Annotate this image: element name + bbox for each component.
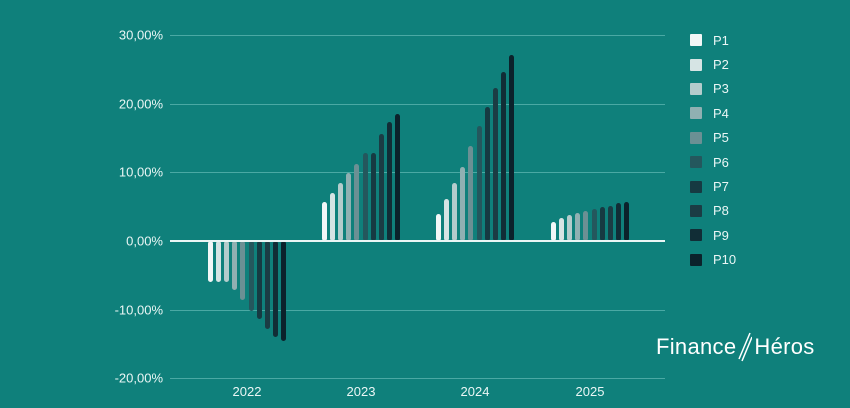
bar-p3-2024 (452, 183, 457, 241)
legend-label: P8 (713, 203, 729, 219)
gridline (170, 309, 665, 311)
legend-item-p1[interactable]: P1 (690, 28, 736, 52)
legend-label: P9 (713, 227, 729, 243)
x-tick-label: 2023 (346, 384, 376, 399)
legend-label: P2 (713, 57, 729, 73)
legend-item-p9[interactable]: P9 (690, 223, 736, 247)
bar-p4-2023 (346, 172, 352, 241)
legend-item-p10[interactable]: P10 (690, 248, 736, 272)
bar-p2-2024 (443, 199, 449, 241)
logo-text-left: Finance (656, 334, 737, 359)
bar-p5-2025 (583, 210, 589, 241)
bar-p9-2025 (616, 203, 622, 241)
finance-heros-logo: Finance Héros (656, 332, 815, 362)
bar-p7-2023 (370, 153, 376, 241)
bar-p8-2025 (608, 205, 613, 241)
legend-item-p7[interactable]: P7 (690, 174, 736, 198)
bar-p7-2022 (256, 241, 262, 320)
legend-swatch-icon (690, 253, 702, 266)
legend-label: P4 (713, 105, 729, 121)
bar-p1-2023 (321, 201, 327, 241)
legend-item-p6[interactable]: P6 (690, 150, 736, 174)
y-tick-label: -10,00% (114, 302, 163, 318)
legend-swatch-icon (690, 156, 702, 169)
bar-p7-2025 (599, 207, 605, 241)
bar-p4-2025 (575, 212, 581, 241)
legend: P1 P2 P3 P4 P5 P6 P7 P8 P9 P10 (690, 28, 736, 272)
bar-p9-2023 (387, 122, 393, 241)
bar-p5-2024 (468, 146, 474, 241)
bar-p3-2025 (567, 214, 572, 241)
legend-swatch-icon (690, 131, 702, 144)
gridline (170, 34, 665, 36)
bar-p9-2022 (273, 241, 279, 338)
legend-item-p5[interactable]: P5 (690, 126, 736, 150)
legend-label: P5 (713, 130, 729, 146)
bar-p4-2022 (232, 241, 238, 290)
legend-swatch-icon (690, 229, 702, 242)
bar-p2-2023 (329, 192, 335, 241)
legend-label: P6 (713, 154, 729, 170)
legend-label: P1 (713, 32, 729, 48)
legend-item-p3[interactable]: P3 (690, 77, 736, 101)
bar-p7-2024 (484, 107, 490, 241)
legend-swatch-icon (690, 82, 702, 95)
x-tick-label: 2022 (232, 384, 262, 399)
bar-p9-2024 (501, 71, 507, 241)
gridline (170, 378, 665, 380)
bar-p10-2023 (395, 113, 401, 241)
legend-swatch-icon (690, 107, 702, 120)
bar-p3-2023 (338, 183, 343, 241)
bar-p5-2022 (240, 241, 246, 301)
y-tick-label: -20,00% (114, 370, 163, 386)
x-tick-label: 2025 (575, 384, 605, 399)
bar-p4-2024 (460, 166, 466, 241)
bar-p3-2022 (224, 241, 229, 282)
bar-p8-2023 (379, 133, 384, 241)
double-slash-icon (738, 332, 754, 362)
bar-p6-2022 (248, 241, 254, 312)
legend-label: P10 (713, 252, 737, 268)
legend-swatch-icon (690, 34, 702, 47)
bar-p8-2024 (493, 87, 498, 241)
legend-item-p4[interactable]: P4 (690, 101, 736, 125)
y-tick-label: 20,00% (118, 96, 163, 112)
legend-swatch-icon (690, 180, 702, 193)
logo-text-right: Héros (754, 334, 815, 359)
bar-p5-2023 (354, 164, 360, 241)
legend-item-p8[interactable]: P8 (690, 199, 736, 223)
bar-p10-2022 (281, 241, 287, 342)
gridline (170, 103, 665, 105)
bar-p6-2023 (362, 153, 368, 241)
bar-p2-2025 (558, 218, 564, 241)
bar-p2-2022 (215, 241, 221, 282)
legend-swatch-icon (690, 204, 702, 217)
legend-label: P7 (713, 179, 729, 195)
bar-p6-2024 (476, 126, 482, 241)
bar-p6-2025 (591, 208, 597, 241)
bar-p1-2022 (207, 241, 213, 282)
y-tick-label: 30,00% (118, 27, 163, 43)
x-tick-label: 2024 (460, 384, 490, 399)
legend-label: P3 (713, 81, 729, 97)
zero-axis-line (170, 240, 665, 242)
bar-p10-2025 (624, 201, 630, 241)
legend-swatch-icon (690, 58, 702, 71)
bar-p1-2024 (435, 214, 441, 241)
y-tick-label: 0,00% (126, 233, 163, 249)
bar-p8-2022 (265, 241, 270, 329)
y-tick-label: 10,00% (118, 164, 163, 180)
bar-p1-2025 (550, 221, 556, 241)
gridline (170, 172, 665, 174)
bar-p10-2024 (509, 54, 515, 241)
legend-item-p2[interactable]: P2 (690, 52, 736, 76)
